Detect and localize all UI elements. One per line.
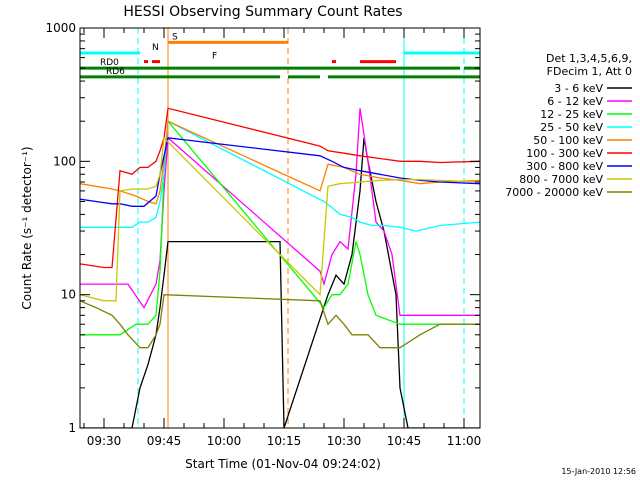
y-tick-label-1: 10 [61, 288, 76, 302]
series-line-7 [80, 136, 480, 302]
series-line-1 [80, 108, 480, 316]
x-tick-label-0: 09:30 [87, 434, 122, 448]
legend-label-4: 50 - 100 keV [533, 134, 603, 147]
legend: Det 1,3,4,5,6,9,FDecim 1, Att 0 3 - 6 keV… [505, 52, 632, 199]
legend-label-5: 100 - 300 keV [526, 147, 603, 160]
x-axis-label: Start Time (01-Nov-04 09:24:02) [185, 457, 381, 471]
y-tick-label-3: 1000 [45, 21, 76, 35]
chart-title: HESSI Observing Summary Count Rates [123, 4, 402, 20]
legend-label-8: 7000 - 20000 keV [505, 186, 603, 199]
x-tick-label-2: 10:00 [207, 434, 242, 448]
legend-label-7: 800 - 7000 keV [519, 173, 603, 186]
series-line-5 [80, 107, 480, 269]
y-tick-label-2: 100 [53, 154, 76, 168]
legend-label-1: 6 - 12 keV [547, 95, 603, 108]
series-line-0 [80, 137, 480, 428]
legend-header-0: Det 1,3,4,5,6,9, [546, 52, 632, 65]
y-axis-label: Count Rate (s⁻¹ detector⁻¹) [20, 146, 34, 309]
series-line-2 [80, 119, 480, 336]
series-line-8 [80, 294, 480, 349]
legend-label-6: 300 - 800 keV [526, 160, 603, 173]
x-tick-label-5: 10:45 [387, 434, 422, 448]
legend-label-3: 25 - 50 keV [540, 121, 603, 134]
state-bar-label-4: F [212, 52, 217, 62]
x-tick-label-1: 09:45 [147, 434, 182, 448]
x-tick-label-4: 10:30 [327, 434, 362, 448]
plot-frame [79, 27, 481, 429]
axes: 09:30 09:45 10:00 10:15 10:30 10:45 11:00 1 10 10… [45, 21, 481, 448]
footer-date: 15-Jan-2010 12:56 [561, 467, 636, 476]
x-tick-label-3: 10:15 [267, 434, 302, 448]
series-line-4 [80, 120, 480, 205]
x-tick-label-6: 11:00 [447, 434, 482, 448]
state-bar-label-3: S [172, 32, 178, 42]
y-tick-label-0: 1 [68, 421, 76, 435]
legend-label-2: 12 - 25 keV [540, 108, 603, 121]
state-bar-label-2: N [152, 43, 159, 53]
series-line-3 [80, 120, 480, 232]
state-bar-label-0: RD0 [100, 58, 119, 68]
legend-header-1: FDecim 1, Att 0 [547, 65, 632, 78]
legend-label-0: 3 - 6 keV [554, 82, 603, 95]
series-line-6 [80, 137, 480, 207]
state-bar-label-1: RD6 [106, 67, 125, 77]
